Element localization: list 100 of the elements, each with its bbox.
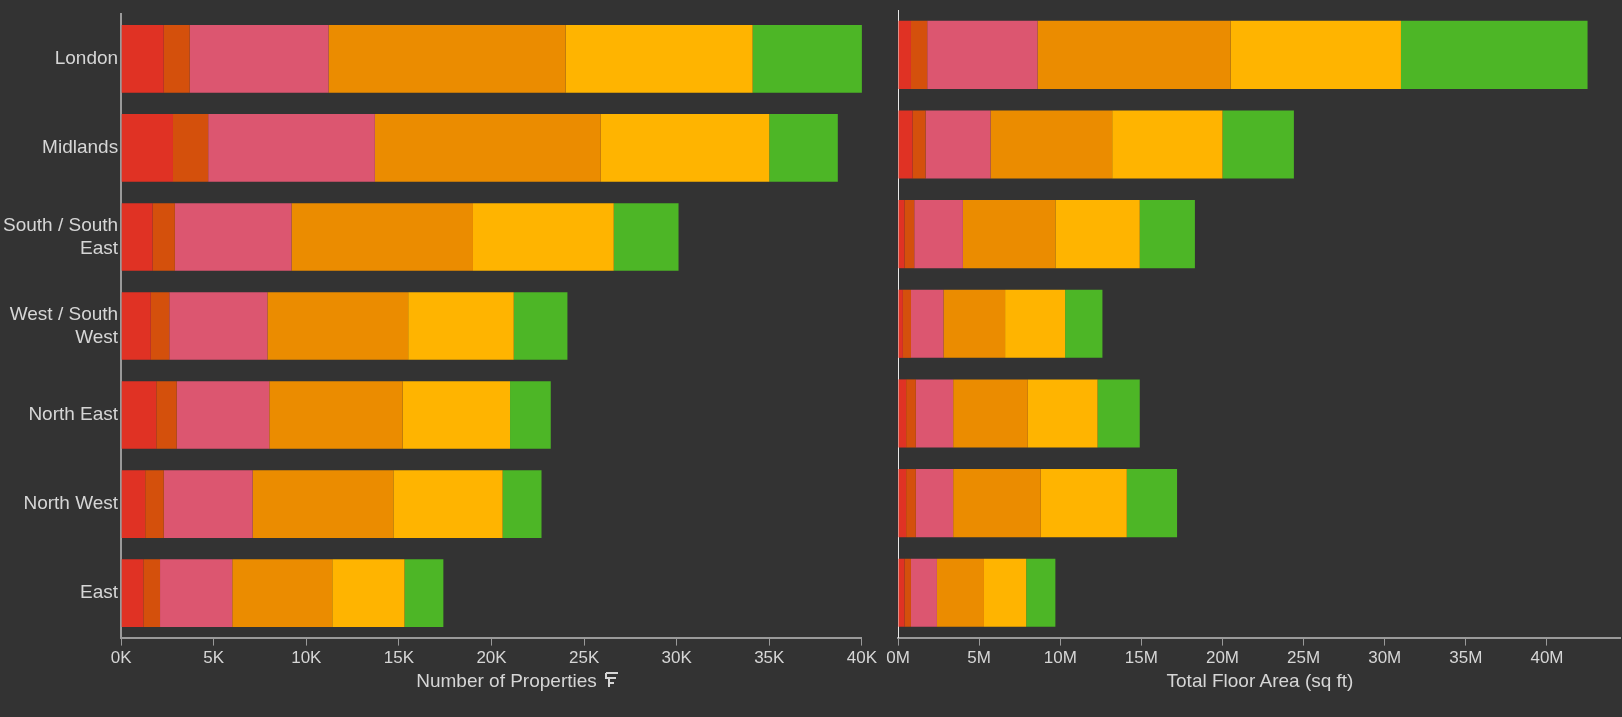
bar (402, 381, 511, 449)
bar (1126, 469, 1178, 538)
bar (910, 289, 944, 358)
bar (163, 470, 253, 538)
bar (1027, 379, 1098, 448)
bar (990, 110, 1113, 179)
y-tick-label: North West (23, 492, 119, 514)
y-tick-label: North East (28, 403, 119, 425)
x-tick-label: 10M (1043, 648, 1077, 668)
bar (502, 470, 542, 538)
bar (189, 25, 329, 93)
x-tick-label: 20M (1205, 648, 1240, 668)
bar (121, 470, 146, 538)
bar (983, 558, 1027, 627)
bar (145, 470, 164, 538)
x-tick-label: 40K (846, 648, 878, 668)
bar (143, 559, 161, 627)
bar (898, 110, 913, 179)
bar (1005, 289, 1066, 358)
bar (408, 292, 514, 360)
bar (121, 25, 164, 93)
bar (121, 203, 153, 271)
x-tick-label: 5M (967, 648, 991, 668)
bar (328, 25, 566, 93)
bar (121, 381, 157, 449)
bar (163, 25, 190, 93)
bar (269, 381, 403, 449)
bar (208, 114, 375, 182)
bar (393, 470, 503, 538)
x-tick-label: 25M (1287, 648, 1321, 668)
bar (121, 114, 173, 182)
x-tick-label: 10K (291, 648, 323, 668)
bar (150, 292, 170, 360)
bar (291, 203, 473, 271)
bar (472, 203, 614, 271)
bar (121, 559, 144, 627)
bar (912, 110, 926, 179)
bar (174, 203, 292, 271)
bar (1139, 200, 1195, 269)
bar (962, 200, 1056, 269)
x-tick-label: 25K (568, 648, 600, 668)
x-tick-label: 30K (661, 648, 693, 668)
bar (752, 25, 862, 93)
bar (1037, 20, 1231, 89)
bar (906, 469, 916, 538)
bar (1026, 558, 1056, 627)
bar (927, 20, 1038, 89)
bar (152, 203, 175, 271)
x-axis-title: Number of Properties (416, 670, 597, 691)
bar (374, 114, 601, 182)
bar (404, 559, 444, 627)
x-tick-label: 35M (1449, 648, 1483, 668)
x-tick-label: 40M (1530, 648, 1564, 668)
x-tick-label: 15M (1124, 648, 1158, 668)
bar (914, 200, 963, 269)
bar (1065, 289, 1103, 358)
x-tick-label: 15K (383, 648, 415, 668)
y-tick-label: West / South West (9, 302, 119, 347)
bar (898, 20, 911, 89)
x-axis-title: Total Floor Area (sq ft) (1166, 670, 1354, 691)
bar (1097, 379, 1140, 448)
bar (898, 289, 903, 358)
bar (176, 381, 270, 449)
bar (910, 558, 937, 627)
bar (1040, 469, 1127, 538)
bar (769, 114, 838, 182)
bar (953, 469, 1041, 538)
bar (1400, 20, 1588, 89)
bar (600, 114, 770, 182)
bar (565, 25, 753, 93)
bar (267, 292, 409, 360)
x-tick-label: 30M (1368, 648, 1402, 668)
bar (925, 110, 991, 179)
bar (1112, 110, 1223, 179)
bar (1055, 200, 1140, 269)
bar (1222, 110, 1294, 179)
bar (904, 558, 911, 627)
bar (252, 470, 394, 538)
bar (915, 469, 954, 538)
bar (898, 469, 907, 538)
x-tick-label: 5K (203, 648, 225, 668)
x-tick-label: 0K (110, 648, 133, 668)
bar (332, 559, 405, 627)
bar (943, 289, 1006, 358)
bar (910, 20, 928, 89)
bar (160, 559, 233, 627)
bar (172, 114, 209, 182)
bar (953, 379, 1028, 448)
y-tick-label: Midlands (42, 136, 119, 158)
x-tick-label: 0M (886, 648, 910, 668)
y-tick-label: South / South East (2, 213, 119, 258)
bar (156, 381, 177, 449)
bar (232, 559, 333, 627)
bar (898, 379, 907, 448)
bar (510, 381, 551, 449)
bar (915, 379, 954, 448)
bar (513, 292, 568, 360)
x-tick-label: 35K (754, 648, 786, 668)
bar (121, 292, 151, 360)
bar (902, 289, 911, 358)
